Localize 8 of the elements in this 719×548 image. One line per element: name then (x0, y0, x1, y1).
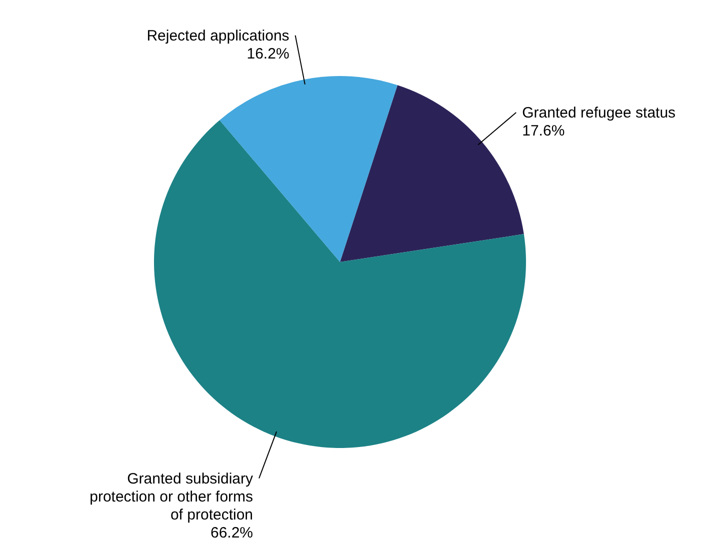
slice-label: Granted subsidiary protection or other forms of protection (90, 470, 254, 524)
pie-slice (220, 76, 398, 262)
data-label: 17.6% (522, 122, 565, 140)
pie-slice (340, 85, 524, 262)
slice-label: Rejected applications (146, 27, 290, 44)
slice-label: Granted refugee status (522, 104, 676, 122)
data-label: 66.2% (210, 524, 254, 542)
data-label: 16.2% (246, 45, 290, 62)
